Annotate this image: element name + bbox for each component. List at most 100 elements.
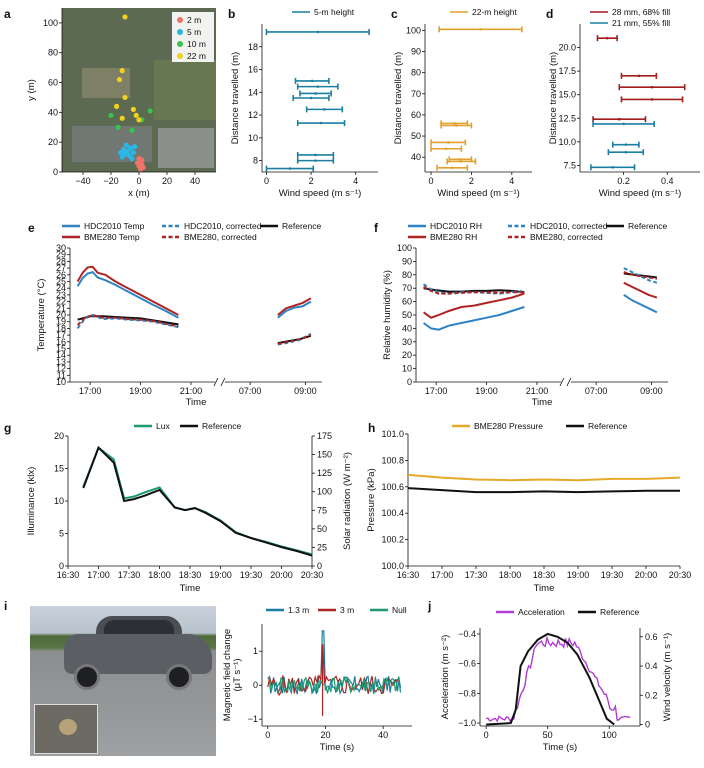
panel-b-ylabel: Distance travelled (m) <box>230 52 241 144</box>
panel-f-ytick-label: 100 <box>397 243 412 253</box>
panel-f-ytick-label: 70 <box>402 283 412 293</box>
panel-g-xtick-label: 19:00 <box>209 570 232 580</box>
panel-c-ytick-label: 100 <box>406 25 421 35</box>
panel-d-ytick-label: 20.0 <box>558 43 576 53</box>
panel-b-errorbar-mean <box>314 153 317 157</box>
panel-h-ytick-label: 100.2 <box>381 535 404 545</box>
panel-d-xtick-label: 0.4 <box>661 176 674 186</box>
panel-b-xtick-label: 4 <box>353 176 358 186</box>
panel-b-ytick-label: 10 <box>248 133 258 143</box>
panel-h-series-BME280Pressure <box>407 473 681 482</box>
panel-e-ytick-label: 27 <box>56 263 66 273</box>
panel-label-d: d <box>546 7 553 21</box>
panel-g2-ytick-label: 50 <box>317 524 327 534</box>
panel-e-legend-1-label: HDC2010, corrected <box>184 221 262 231</box>
panel-e-ytick-label: 26 <box>56 270 66 280</box>
panel-g-legend-lux-label: Lux <box>156 421 170 431</box>
panel-i-xtick-label: 40 <box>378 730 388 740</box>
panel-f-legend-1-label: HDC2010, corrected <box>530 221 608 231</box>
scatter-point-22m <box>130 106 136 112</box>
panel-a-ytick-label: 80 <box>48 48 58 58</box>
panel-c-xlabel: Wind speed (m s⁻¹) <box>437 188 520 199</box>
panel-b-ytick-label: 12 <box>248 110 258 120</box>
panel-g-ylabel: Illuminance (klx) <box>26 467 37 536</box>
panel-a-xtick-label: −40 <box>75 176 90 186</box>
panel-j2-ytick-label: 0.6 <box>645 632 658 642</box>
scatter-point-10m <box>129 127 135 133</box>
panel-e-ytick-label: 24 <box>56 283 66 293</box>
panel-c-ylabel: Distance travelled (m) <box>393 52 404 144</box>
panel-e-ytick-label: 10 <box>56 377 66 387</box>
scatter-point-5m <box>130 150 136 156</box>
scatter-point-5m <box>132 144 138 150</box>
panel-i-series-Null <box>267 675 402 695</box>
panel-f-ytick-label: 10 <box>402 364 412 374</box>
scatter-point-22m <box>122 14 128 20</box>
panel-e-ytick-label: 18 <box>56 323 66 333</box>
panel-j2-ytick-label: 0 <box>645 720 650 730</box>
panel-j-ytick-label: −1.0 <box>458 718 476 728</box>
panel-c-legend-label: 22-m height <box>472 7 518 17</box>
panel-e-ytick-label: 13 <box>56 357 66 367</box>
panel-g-series-Lux <box>82 446 313 556</box>
panel-f-ytick-label: 50 <box>402 310 412 320</box>
panel-e-legend-3-label: BME280 Temp <box>84 232 140 242</box>
panel-d-darkred-errorbar-mean <box>650 98 654 101</box>
panel-label-h: h <box>368 421 375 435</box>
panel-i-ytick-label: 1 <box>253 646 258 656</box>
panel-e-axis-break-mark <box>220 377 226 387</box>
panel-e-series-HDC2010Temp-morning <box>277 300 312 319</box>
panel-a-ytick-label: 60 <box>48 78 58 88</box>
panel-d-ytick-label: 12.5 <box>558 113 576 123</box>
scatter-point-22m <box>114 103 120 109</box>
panel-f-series-BME280RH-morning <box>623 281 658 299</box>
panel-j-series-reference <box>486 632 615 726</box>
panel-g2-ytick-label: 150 <box>317 450 332 460</box>
panel-a-xtick-label: 0 <box>136 176 141 186</box>
panel-g2-ytick-label: 100 <box>317 487 332 497</box>
panel-g-xlabel: Time <box>180 583 201 594</box>
panel-i-ylabel-unit: (μT s⁻¹) <box>232 659 243 692</box>
panel-f-legend-0-label: HDC2010 RH <box>430 221 482 231</box>
panel-g2-ytick-label: 25 <box>317 542 327 552</box>
panel-e-ytick-label: 12 <box>56 364 66 374</box>
panel-g-xtick-label: 17:30 <box>118 570 141 580</box>
panel-a-ytick-label: 100 <box>43 18 58 28</box>
panel-b-errorbar-mean <box>319 121 323 125</box>
panel-g2-ytick-label: 175 <box>317 431 332 441</box>
car-wheel-front <box>74 664 100 690</box>
panel-d-teal-errorbar-mean <box>624 150 628 154</box>
scatter-point-22m <box>119 68 125 74</box>
panel-f-series-BME280corrected-evening <box>423 286 525 295</box>
panel-a-xtick-label: 40 <box>190 176 200 186</box>
panel-g2-ytick-label: 125 <box>317 468 332 478</box>
scatter-point-5m <box>119 154 125 160</box>
panel-f-series-Reference-evening <box>423 287 525 294</box>
panel-h-ylabel: Pressure (kPa) <box>366 468 377 531</box>
panel-h-legend-bme-label: BME280 Pressure <box>474 421 543 431</box>
panel-f-ytick-label: 0 <box>407 377 412 387</box>
scatter-point-5m <box>123 142 129 148</box>
panel-g-ytick-label: 5 <box>59 529 64 539</box>
panel-e-xlabel: Time <box>186 397 207 408</box>
panel-b-xtick-label: 2 <box>309 176 314 186</box>
panel-f-ytick-label: 30 <box>402 337 412 347</box>
panel-g-xtick-label: 16:30 <box>57 570 80 580</box>
panel-f-legend-4-label: BME280, corrected <box>530 232 603 242</box>
panel-a-xtick-label: 20 <box>162 176 172 186</box>
panel-e-ytick-label: 14 <box>56 350 66 360</box>
panel-f-ytick-label: 40 <box>402 323 412 333</box>
panel-d-xtick-label: 0.2 <box>617 176 630 186</box>
panel-h-ytick-label: 100.8 <box>381 455 404 465</box>
panel-i-xtick-label: 20 <box>320 730 330 740</box>
panel-c-ytick-label: 40 <box>411 152 421 162</box>
panel-j-xtick-label: 50 <box>543 730 553 740</box>
panel-f-ytick-label: 80 <box>402 270 412 280</box>
panel-d-ytick-label: 7.5 <box>563 160 576 170</box>
panel-c-xtick-label: 2 <box>469 176 474 186</box>
panel-e-ylabel: Temperature (°C) <box>36 279 47 352</box>
panel-e-series-BME280Temp-morning <box>277 297 312 316</box>
panel-b-errorbar-mean <box>309 96 313 100</box>
panel-e-ytick-label: 30 <box>56 243 66 253</box>
